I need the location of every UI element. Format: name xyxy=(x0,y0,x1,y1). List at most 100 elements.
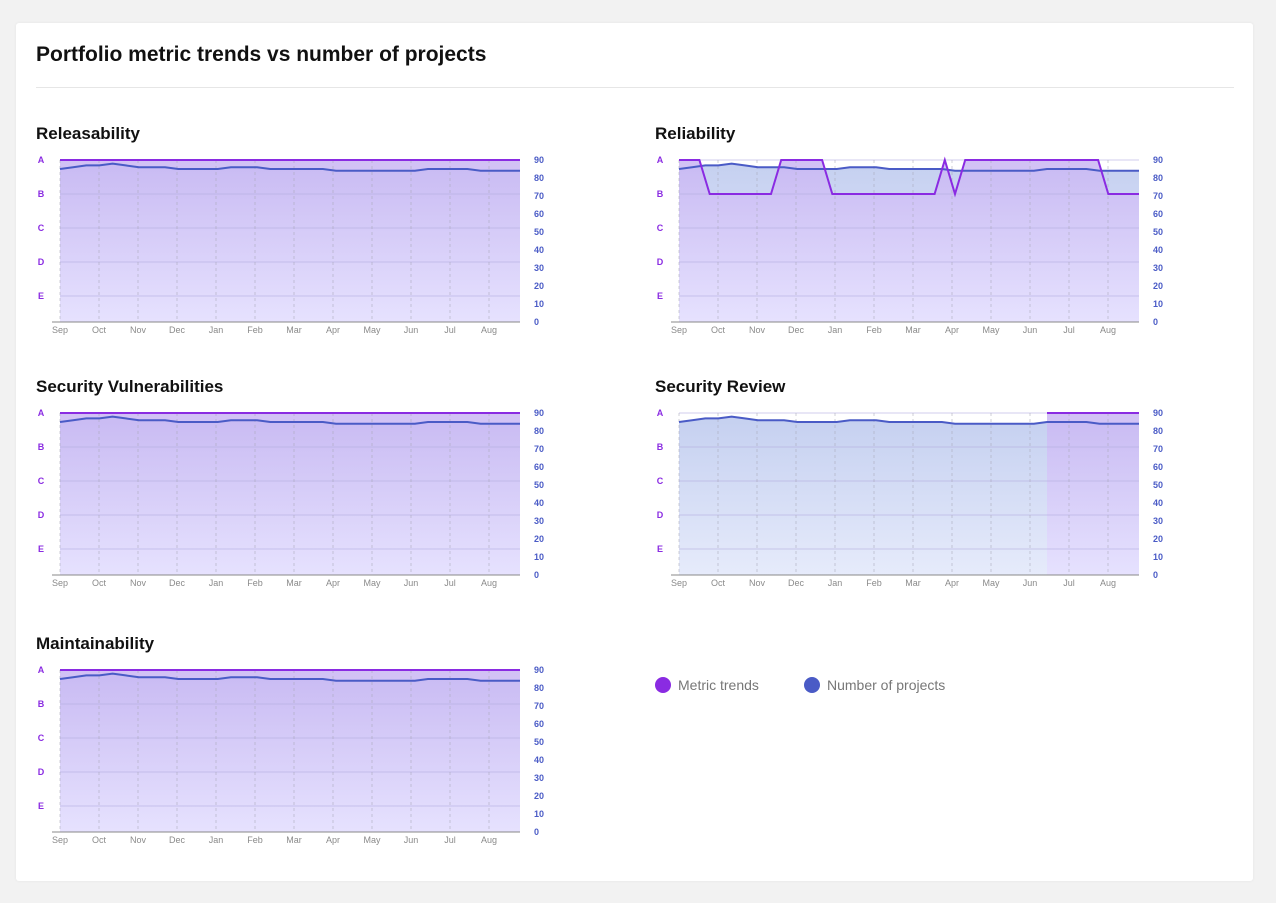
right-axis-tick-label: 70 xyxy=(534,191,544,201)
right-axis-tick-label: 60 xyxy=(1153,462,1163,472)
x-axis-tick-label: Oct xyxy=(92,578,107,588)
right-axis-tick-label: 70 xyxy=(534,444,544,454)
legend-item-metric-trends[interactable]: Metric trends xyxy=(655,677,759,693)
projects-line xyxy=(678,162,1139,172)
right-axis-tick-label: 30 xyxy=(534,263,544,273)
x-axis-tick-label: Sep xyxy=(671,578,687,588)
left-axis-tick-label: E xyxy=(38,801,44,811)
chart-reliability: A B C D E 90 80 70 60 50 40 30 20 10 0 Sep Oct Nov Dec Jan F… xyxy=(657,155,1163,335)
right-axis-tick-label: 60 xyxy=(1153,209,1163,219)
x-axis-tick-label: Jan xyxy=(828,325,843,335)
projects-area xyxy=(679,416,1139,575)
chart-security-vulnerabilities: A B C D E 90 80 70 60 50 40 30 20 10 0 Sep Oct Nov Dec Jan F… xyxy=(38,408,544,588)
left-axis-tick-label: D xyxy=(657,510,664,520)
x-axis-tick-label: Nov xyxy=(749,325,766,335)
right-axis-tick-label: 10 xyxy=(1153,552,1163,562)
x-axis-tick-label: Dec xyxy=(169,835,186,845)
left-axis-tick-label: B xyxy=(657,442,664,452)
x-axis-tick-label: Jul xyxy=(444,835,456,845)
left-axis-tick-label: C xyxy=(657,476,664,486)
x-axis-tick-label: Aug xyxy=(481,325,497,335)
x-axis-tick-label: Oct xyxy=(711,325,726,335)
page-title: Portfolio metric trends vs number of pro… xyxy=(36,43,487,66)
left-axis-tick-label: D xyxy=(657,257,664,267)
x-axis-tick-label: May xyxy=(363,835,381,845)
left-axis-tick-label: A xyxy=(657,408,664,418)
right-axis-tick-label: 60 xyxy=(534,209,544,219)
legend-item-number-of-projects[interactable]: Number of projects xyxy=(804,677,945,693)
right-axis-tick-label: 0 xyxy=(1153,570,1158,580)
x-axis-tick-label: Nov xyxy=(749,578,766,588)
x-axis-tick-label: Apr xyxy=(326,325,340,335)
right-axis-tick-label: 70 xyxy=(1153,191,1163,201)
right-axis-tick-label: 0 xyxy=(534,827,539,837)
chart-title: Releasability xyxy=(36,124,140,143)
left-axis-tick-label: A xyxy=(38,408,45,418)
x-axis-tick-label: May xyxy=(363,325,381,335)
right-axis-tick-label: 20 xyxy=(1153,281,1163,291)
legend-label: Metric trends xyxy=(678,677,759,693)
x-axis-tick-label: Jan xyxy=(209,835,224,845)
right-axis-tick-label: 90 xyxy=(1153,155,1163,165)
dashboard-card: Portfolio metric trends vs number of pro… xyxy=(16,23,1253,881)
left-axis-tick-label: C xyxy=(38,733,45,743)
left-axis-tick-label: B xyxy=(38,189,45,199)
x-axis-tick-label: Mar xyxy=(286,835,302,845)
x-axis-tick-label: Jun xyxy=(404,578,419,588)
x-axis-tick-label: Feb xyxy=(247,835,263,845)
chart-panel-releasability: Releasability A B C D E 90 80 70 60 50 40 30 20 10 0 Se… xyxy=(36,124,576,364)
right-axis-tick-label: 10 xyxy=(534,809,544,819)
left-axis-tick-label: E xyxy=(657,291,663,301)
x-axis-tick-label: Jan xyxy=(828,578,843,588)
x-axis-tick-label: Jun xyxy=(1023,578,1038,588)
x-axis-tick-label: Oct xyxy=(92,835,107,845)
left-axis-tick-label: D xyxy=(38,257,45,267)
x-axis-tick-label: Oct xyxy=(92,325,107,335)
left-axis-tick-label: B xyxy=(38,699,45,709)
metric-area xyxy=(60,413,520,575)
left-axis-tick-label: E xyxy=(657,544,663,554)
right-axis-tick-label: 50 xyxy=(1153,480,1163,490)
x-axis-tick-label: May xyxy=(982,325,1000,335)
right-axis-tick-label: 10 xyxy=(1153,299,1163,309)
x-axis-tick-label: Jul xyxy=(444,325,456,335)
metric-line xyxy=(679,156,1139,198)
right-axis-tick-label: 40 xyxy=(1153,498,1163,508)
right-axis-tick-label: 40 xyxy=(534,755,544,765)
x-axis-tick-label: Mar xyxy=(905,578,921,588)
right-axis-tick-label: 90 xyxy=(534,408,544,418)
title-divider xyxy=(36,87,1234,88)
x-axis-tick-label: Jul xyxy=(1063,578,1075,588)
x-axis-tick-label: Sep xyxy=(671,325,687,335)
x-axis-tick-label: May xyxy=(982,578,1000,588)
left-axis-tick-label: C xyxy=(38,476,45,486)
x-axis-tick-label: Jun xyxy=(404,835,419,845)
x-axis-tick-label: Feb xyxy=(866,578,882,588)
right-axis-tick-label: 20 xyxy=(534,281,544,291)
right-axis-tick-label: 80 xyxy=(1153,426,1163,436)
right-axis-tick-label: 10 xyxy=(534,552,544,562)
right-axis-tick-label: 90 xyxy=(534,155,544,165)
x-axis-tick-label: Aug xyxy=(481,835,497,845)
left-axis-tick-label: A xyxy=(657,155,664,165)
right-axis-tick-label: 80 xyxy=(534,173,544,183)
x-axis-tick-label: Apr xyxy=(945,325,959,335)
right-axis-tick-label: 0 xyxy=(534,317,539,327)
x-axis-tick-label: Dec xyxy=(169,578,186,588)
right-axis-tick-label: 20 xyxy=(1153,534,1163,544)
right-axis-tick-label: 0 xyxy=(534,570,539,580)
right-axis-tick-label: 90 xyxy=(534,665,544,675)
right-axis-tick-label: 50 xyxy=(1153,227,1163,237)
x-axis-tick-label: Jan xyxy=(209,578,224,588)
x-axis-tick-label: May xyxy=(363,578,381,588)
x-axis-tick-label: Dec xyxy=(788,325,805,335)
chart-panel-security-review: Security Review A B C D E 90 80 70 60 50 40 30 20 10 0… xyxy=(655,377,1195,617)
right-axis-tick-label: 30 xyxy=(1153,263,1163,273)
right-axis-tick-label: 70 xyxy=(534,701,544,711)
x-axis-tick-label: Aug xyxy=(1100,578,1116,588)
chart-panel-security-vulnerabilities: Security Vulnerabilities A B C D E 90 80 70 60 50… xyxy=(36,377,576,617)
x-axis-tick-label: Aug xyxy=(481,578,497,588)
chart-panel-reliability: Reliability A B C D E 90 80 70 60 50 40 30 20 10 0 Sep O… xyxy=(655,124,1195,364)
metric-area xyxy=(60,670,520,832)
right-axis-tick-label: 50 xyxy=(534,227,544,237)
